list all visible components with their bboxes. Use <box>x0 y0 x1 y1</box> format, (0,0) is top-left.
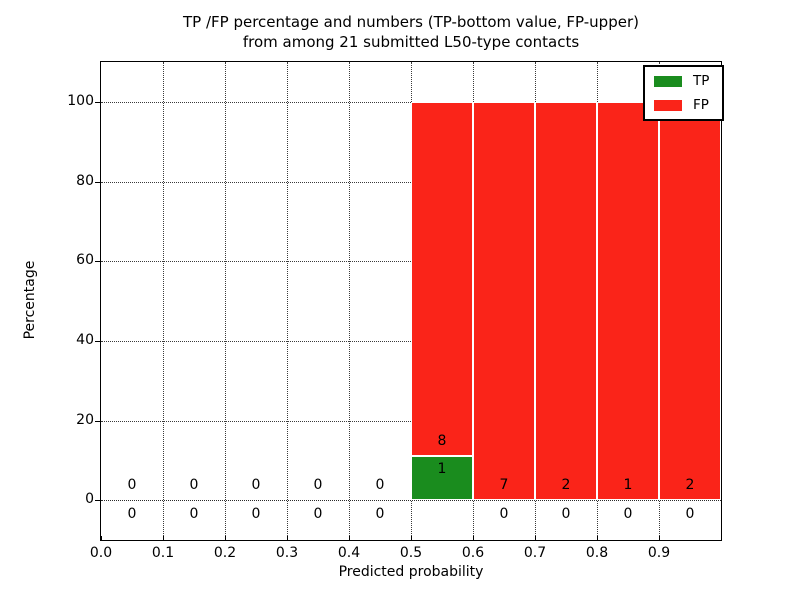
x-tick-label: 0.2 <box>213 545 237 561</box>
zero-gridline <box>101 500 721 502</box>
y-tick-label: 40 <box>76 331 94 348</box>
legend-label-tp: TP <box>693 73 710 89</box>
x-tick-mark <box>163 536 164 540</box>
fp-count-label: 0 <box>189 477 199 494</box>
y-tick-mark <box>95 181 100 183</box>
chart-title: TP /FP percentage and numbers (TP-bottom… <box>100 13 722 52</box>
bar-fp <box>535 101 597 501</box>
y-tick-mark <box>95 101 100 103</box>
x-tick-label: 0.6 <box>461 545 485 561</box>
x-tick-mark <box>473 536 474 540</box>
y-tick-label: 60 <box>76 252 94 269</box>
fp-count-label: 0 <box>251 477 261 494</box>
y-tick-mark <box>95 420 100 422</box>
tp-count-label: 0 <box>375 505 385 522</box>
bar-fp <box>411 101 473 456</box>
fp-count-label: 0 <box>375 477 385 494</box>
x-axis-label: Predicted probability <box>338 564 484 580</box>
y-tick-label: 20 <box>76 411 94 428</box>
legend-entry: FP <box>654 97 715 113</box>
x-tick-mark <box>535 536 536 540</box>
x-tick-label: 0.1 <box>151 545 175 561</box>
x-tick-mark <box>597 536 598 540</box>
bar-fp <box>597 101 659 501</box>
y-tick-mark <box>95 340 100 342</box>
legend-patch-fp <box>654 99 682 111</box>
x-tick-mark <box>349 536 350 540</box>
tp-count-label: 0 <box>251 505 261 522</box>
x-tick-mark <box>659 536 660 540</box>
tp-count-label: 0 <box>127 505 137 522</box>
legend-label-fp: FP <box>693 97 709 113</box>
x-tick-label: 0.4 <box>337 545 361 561</box>
legend-patch-tp <box>654 75 682 87</box>
gridline-vertical <box>225 62 226 540</box>
y-tick-label: 80 <box>76 172 94 189</box>
chart-title-line1: TP /FP percentage and numbers (TP-bottom… <box>183 13 639 31</box>
x-tick-label: 0.7 <box>523 545 547 561</box>
x-tick-label: 0.0 <box>89 545 113 561</box>
gridline-vertical <box>163 62 164 540</box>
gridline-vertical <box>349 62 350 540</box>
x-tick-mark <box>287 536 288 540</box>
fp-count-label: 1 <box>623 477 633 494</box>
x-tick-label: 0.5 <box>399 545 423 561</box>
x-tick-mark <box>411 536 412 540</box>
tp-count-label: 0 <box>561 505 571 522</box>
legend: TP FP <box>643 65 724 121</box>
legend-entry: TP <box>654 73 715 89</box>
bar-fp <box>473 101 535 501</box>
fp-count-label: 8 <box>437 432 447 449</box>
y-tick-label: 100 <box>67 92 94 109</box>
bar-tp <box>411 455 473 501</box>
fp-count-label: 2 <box>685 477 695 494</box>
fp-count-label: 2 <box>561 477 571 494</box>
fp-count-label: 7 <box>499 477 509 494</box>
x-tick-label: 0.8 <box>585 545 609 561</box>
x-tick-label: 0.3 <box>275 545 299 561</box>
y-tick-mark <box>95 500 100 502</box>
fp-count-label: 0 <box>127 477 137 494</box>
tp-count-label: 0 <box>189 505 199 522</box>
fp-count-label: 0 <box>313 477 323 494</box>
tp-count-label: 0 <box>623 505 633 522</box>
x-tick-mark <box>101 536 102 540</box>
tp-count-label: 1 <box>437 461 447 478</box>
tp-count-label: 0 <box>313 505 323 522</box>
y-tick-mark <box>95 261 100 263</box>
chart-title-line2: from among 21 submitted L50-type contact… <box>242 32 580 51</box>
y-axis-label: Percentage <box>22 260 38 340</box>
gridline-vertical <box>287 62 288 540</box>
plot-area: 0 0 0 0 0 0 0 0 0 0 8 1 7 0 2 0 1 0 2 0 <box>100 61 722 541</box>
y-tick-label: 0 <box>85 491 94 508</box>
bar-fp <box>659 101 721 501</box>
x-tick-mark <box>225 536 226 540</box>
tp-count-label: 0 <box>685 505 695 522</box>
tp-count-label: 0 <box>499 505 509 522</box>
x-tick-label: 0.9 <box>647 545 671 561</box>
